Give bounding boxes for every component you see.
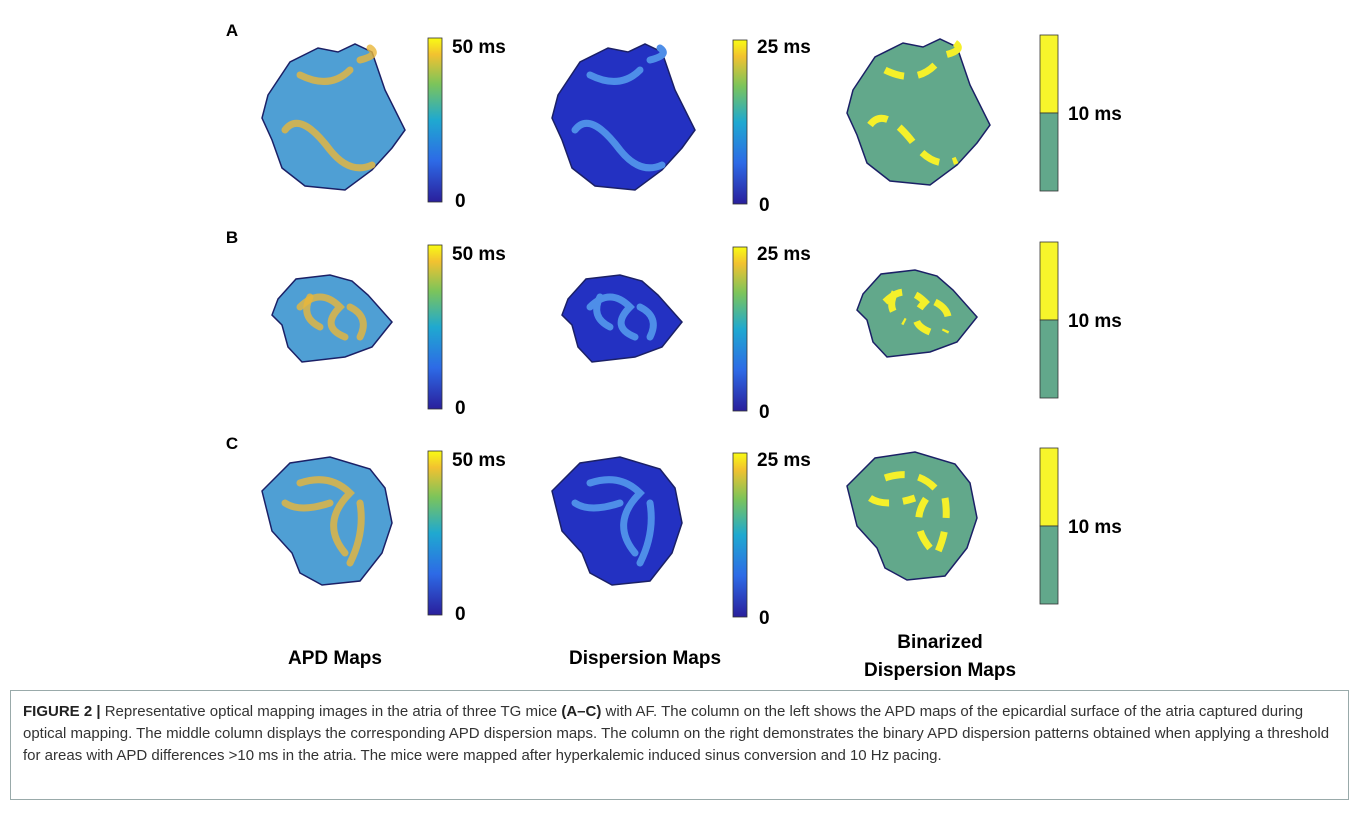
colorbar-max: 25 ms: [757, 37, 811, 58]
colorbar: [428, 451, 442, 615]
caption: FIGURE 2 | Representative optical mappin…: [10, 690, 1349, 800]
caption-text: Representative optical mapping images in…: [105, 703, 557, 720]
colorbar-min: 0: [455, 604, 466, 625]
binarized-map: [857, 270, 977, 357]
column-title: Dispersion Maps: [864, 660, 1016, 681]
colorbar-max: 50 ms: [452, 244, 506, 265]
binarized-map: [847, 39, 990, 185]
colorbar: [733, 40, 747, 204]
binarized-group: [857, 270, 977, 357]
threshold-bar-low: [1040, 320, 1058, 398]
panel-label: B: [226, 228, 238, 247]
panel-label: A: [226, 21, 238, 40]
threshold-bar-high: [1040, 242, 1058, 320]
figure: A 50 ms 0 25 ms 0 10 ms B 50 ms 0 25 ms 0 10 ms C 50 …: [0, 0, 1359, 685]
threshold-label: 10 ms: [1068, 517, 1122, 538]
colorbar: [428, 245, 442, 409]
caption-label: FIGURE 2 |: [23, 703, 101, 720]
colorbar-max: 50 ms: [452, 37, 506, 58]
column-title: APD Maps: [288, 648, 382, 669]
dispersion-group: [562, 275, 682, 362]
panel: C 50 ms 0 25 ms 0 10 ms: [226, 434, 1122, 629]
colorbar-min: 0: [455, 398, 466, 419]
panel: A 50 ms 0 25 ms 0 10 ms: [226, 21, 1122, 216]
colorbar-max: 50 ms: [452, 450, 506, 471]
colorbar-min: 0: [759, 402, 770, 423]
panel-label: C: [226, 434, 238, 453]
binarized-group: [847, 452, 977, 580]
colorbar-max: 25 ms: [757, 244, 811, 265]
dispersion-group: [552, 44, 695, 190]
caption-emphasis: (A–C): [561, 703, 601, 720]
dispersion-map: [552, 44, 695, 190]
dispersion-group: [552, 457, 682, 585]
threshold-label: 10 ms: [1068, 311, 1122, 332]
colorbar-max: 25 ms: [757, 450, 811, 471]
column-title: Binarized: [897, 632, 983, 653]
threshold-bar-low: [1040, 113, 1058, 191]
panel: B 50 ms 0 25 ms 0 10 ms: [226, 228, 1122, 423]
apd-map: [262, 457, 392, 585]
binarized-map: [847, 452, 977, 580]
colorbar-min: 0: [759, 195, 770, 216]
apd-map: [262, 44, 405, 190]
colorbar-min: 0: [455, 191, 466, 212]
colorbar-min: 0: [759, 608, 770, 629]
threshold-label: 10 ms: [1068, 104, 1122, 125]
colorbar: [733, 453, 747, 617]
threshold-bar-high: [1040, 35, 1058, 113]
threshold-bar-high: [1040, 448, 1058, 526]
page: {"figure": { "panels": [ {"label": "A", …: [0, 0, 1359, 827]
threshold-bar-low: [1040, 526, 1058, 604]
binarized-group: [847, 39, 990, 185]
column-title: Dispersion Maps: [569, 648, 721, 669]
panels: A 50 ms 0 25 ms 0 10 ms B 50 ms 0 25 ms 0 10 ms C 50 …: [226, 21, 1122, 629]
colorbar: [428, 38, 442, 202]
colorbar: [733, 247, 747, 411]
dispersion-map: [552, 457, 682, 585]
